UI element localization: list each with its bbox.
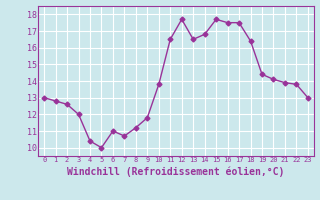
- X-axis label: Windchill (Refroidissement éolien,°C): Windchill (Refroidissement éolien,°C): [67, 166, 285, 177]
